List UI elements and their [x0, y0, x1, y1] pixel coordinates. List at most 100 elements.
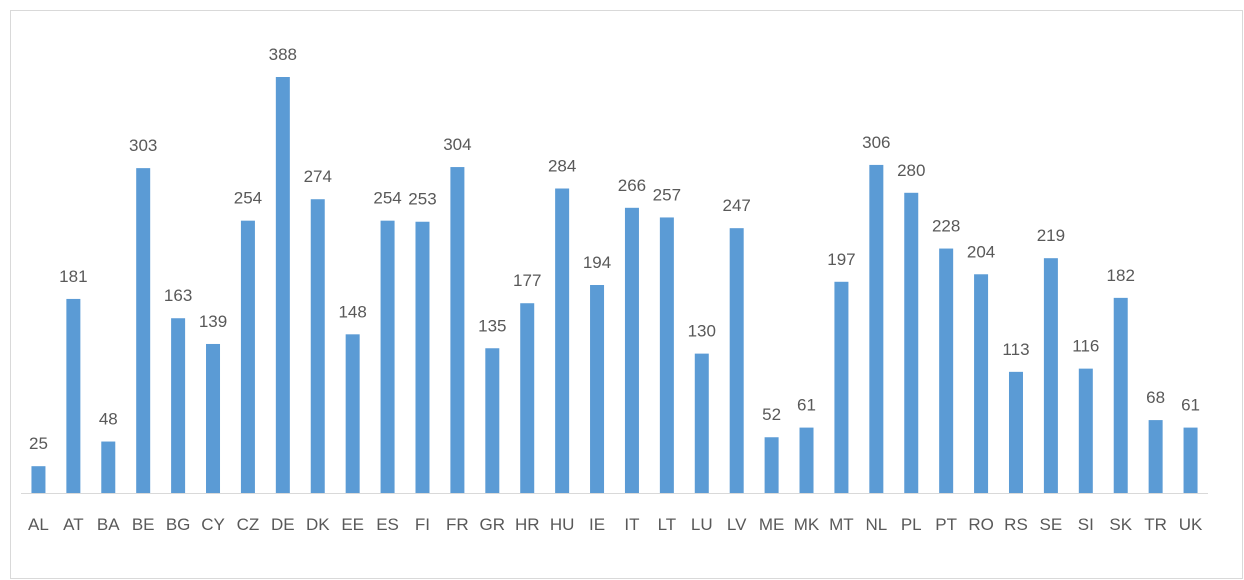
- x-tick-label: HU: [550, 515, 575, 534]
- x-tick-label: CZ: [237, 515, 260, 534]
- data-label: 304: [443, 135, 471, 154]
- data-label: 306: [862, 133, 890, 152]
- x-tick-label: BE: [132, 515, 155, 534]
- data-label: 177: [513, 271, 541, 290]
- data-label: 253: [408, 190, 436, 209]
- x-tick-label: SI: [1078, 515, 1094, 534]
- bar: [485, 348, 500, 493]
- data-label: 135: [478, 316, 506, 335]
- x-tick-label: CY: [201, 515, 225, 534]
- x-tick-label: ME: [759, 515, 785, 534]
- data-label: 280: [897, 161, 925, 180]
- bar: [345, 334, 360, 493]
- data-label: 61: [1181, 396, 1200, 415]
- x-tick-label: UK: [1179, 515, 1203, 534]
- bar: [1148, 420, 1163, 493]
- bar: [450, 167, 465, 493]
- x-tick-label: HR: [515, 515, 540, 534]
- bar: [659, 217, 674, 493]
- data-label: 139: [199, 312, 227, 331]
- data-label: 163: [164, 286, 192, 305]
- bar: [729, 228, 744, 493]
- data-label: 194: [583, 253, 611, 272]
- bar: [240, 220, 255, 493]
- x-tick-label: AL: [28, 515, 49, 534]
- bar: [1043, 258, 1058, 493]
- bar: [1008, 371, 1023, 493]
- data-label: 52: [762, 405, 781, 424]
- data-label: 303: [129, 136, 157, 155]
- data-label: 219: [1037, 226, 1065, 245]
- x-tick-label: FI: [415, 515, 430, 534]
- x-tick-label: IE: [589, 515, 605, 534]
- x-tick-label: RS: [1004, 515, 1028, 534]
- x-tick-label: PT: [935, 515, 957, 534]
- data-label: 274: [304, 167, 332, 186]
- bar: [380, 220, 395, 493]
- data-label: 254: [234, 189, 262, 208]
- data-label: 388: [269, 45, 297, 64]
- bar: [1113, 297, 1128, 493]
- bar: [694, 353, 709, 493]
- x-tick-label: IT: [624, 515, 639, 534]
- bar: [275, 77, 290, 493]
- x-tick-label: DK: [306, 515, 330, 534]
- bar: [101, 441, 116, 493]
- bar: [939, 248, 954, 493]
- x-tick-label: SE: [1040, 515, 1063, 534]
- data-label: 204: [967, 242, 995, 261]
- x-tick-label: MT: [829, 515, 854, 534]
- x-tick-label: BA: [97, 515, 120, 534]
- data-label: 228: [932, 217, 960, 236]
- data-label: 68: [1146, 388, 1165, 407]
- bar: [415, 221, 430, 494]
- data-label: 130: [688, 322, 716, 341]
- bar: [834, 281, 849, 493]
- bar: [171, 318, 186, 493]
- bar: [904, 192, 919, 493]
- data-label: 181: [59, 267, 87, 286]
- x-tick-label: BG: [166, 515, 191, 534]
- x-tick-label: DE: [271, 515, 295, 534]
- data-label: 48: [99, 410, 118, 429]
- x-tick-label: MK: [794, 515, 820, 534]
- x-tick-label: NL: [865, 515, 887, 534]
- bar: [1078, 368, 1093, 493]
- x-tick-label: SK: [1109, 515, 1132, 534]
- x-tick-label: EE: [341, 515, 364, 534]
- x-tick-label: LT: [658, 515, 677, 534]
- data-label: 116: [1072, 337, 1099, 356]
- data-label: 148: [338, 302, 366, 321]
- bar: [31, 466, 46, 493]
- data-label: 284: [548, 157, 576, 176]
- data-label: 113: [1002, 340, 1029, 359]
- bar: [590, 285, 605, 493]
- bar: [974, 274, 989, 493]
- x-tick-label: AT: [63, 515, 83, 534]
- x-tick-label: LU: [691, 515, 713, 534]
- bar: [520, 303, 535, 493]
- data-label: 247: [723, 196, 751, 215]
- x-tick-label: FR: [446, 515, 469, 534]
- bar: [764, 437, 779, 493]
- bar: [555, 188, 570, 493]
- data-label: 197: [827, 250, 855, 269]
- data-label: 257: [653, 185, 681, 204]
- bar: [869, 164, 884, 493]
- x-tick-label: LV: [727, 515, 747, 534]
- data-label: 61: [797, 396, 816, 415]
- bar: [66, 298, 81, 493]
- data-label: 254: [373, 189, 401, 208]
- data-label: 182: [1107, 266, 1135, 285]
- x-tick-label: PL: [901, 515, 922, 534]
- bar: [206, 343, 221, 493]
- data-label: 266: [618, 176, 646, 195]
- bar: [136, 168, 151, 493]
- bar: [310, 199, 325, 493]
- bar: [1183, 427, 1198, 493]
- x-tick-label: GR: [480, 515, 506, 534]
- x-tick-label: ES: [376, 515, 399, 534]
- x-tick-label: RO: [968, 515, 994, 534]
